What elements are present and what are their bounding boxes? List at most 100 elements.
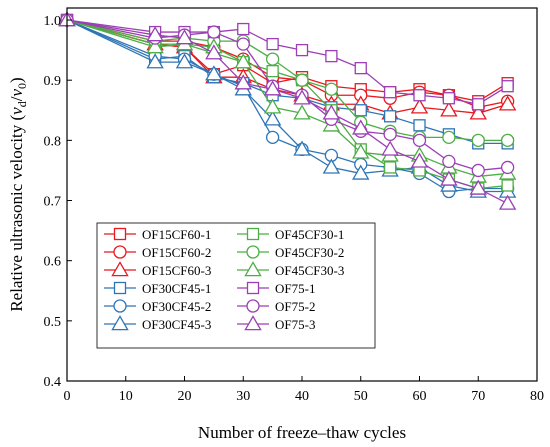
data-point-circle	[236, 37, 250, 51]
data-point-triangle	[244, 261, 262, 277]
y-tick-label: 0.9	[44, 74, 62, 89]
legend-entry: OF45CF30-1	[237, 227, 344, 242]
legend-label: OF75-1	[275, 281, 315, 296]
data-point-square	[383, 86, 397, 99]
data-point-triangle	[263, 110, 282, 126]
series-OF75-1	[60, 13, 514, 111]
data-point-square	[354, 62, 367, 75]
data-point-square	[501, 179, 514, 192]
data-point-circle	[442, 154, 456, 169]
data-point-triangle	[111, 315, 129, 331]
legend-entry: OF15CF60-3	[104, 261, 211, 278]
legend-entry: OF30CF45-3	[104, 315, 211, 332]
legend-label: OF45CF30-3	[275, 263, 344, 278]
y-axis-title-part: v	[7, 89, 26, 97]
legend-label: OF30CF45-1	[142, 281, 211, 296]
x-tick-label: 30	[236, 389, 250, 404]
data-point-square	[295, 43, 309, 57]
legend-entry: OF45CF30-3	[237, 261, 344, 278]
legend-label: OF30CF45-2	[142, 299, 211, 314]
legend-label: OF75-2	[275, 299, 315, 314]
legend-entry: OF45CF30-2	[237, 245, 344, 260]
y-tick-label: 0.4	[44, 375, 62, 390]
series-layer	[58, 11, 517, 210]
data-point-circle	[471, 163, 485, 178]
data-point-triangle	[146, 38, 164, 54]
data-point-square	[501, 80, 514, 93]
x-tick-label: 40	[295, 389, 309, 404]
legend-box	[96, 222, 376, 349]
data-point-circle	[265, 130, 280, 144]
legend-label: OF45CF30-1	[275, 227, 344, 242]
data-point-triangle	[498, 95, 517, 111]
legend-label: OF15CF60-1	[142, 227, 211, 242]
data-point-square	[246, 227, 260, 241]
data-point-triangle	[352, 143, 370, 159]
data-point-circle	[442, 130, 456, 144]
data-point-triangle	[293, 89, 311, 105]
data-point-circle	[207, 25, 221, 39]
data-point-triangle	[352, 119, 370, 135]
series-line	[66, 19, 508, 193]
legend: OF15CF60-1 OF15CF60-2 OF15CF60-3 OF30CF45-1…	[96, 222, 376, 349]
data-point-triangle	[322, 158, 341, 174]
data-point-triangle	[146, 53, 164, 69]
data-point-square	[113, 227, 127, 241]
data-point-circle	[412, 133, 427, 148]
data-point-triangle	[498, 194, 517, 210]
data-point-square	[266, 37, 279, 51]
data-point-circle	[265, 52, 280, 66]
data-point-square	[237, 22, 250, 36]
x-tick-label: 10	[119, 389, 133, 404]
x-tick-label: 60	[413, 389, 427, 404]
legend-label: OF15CF60-2	[142, 245, 211, 260]
series-line	[66, 19, 508, 178]
data-point-square	[472, 98, 485, 111]
data-point-triangle	[263, 80, 282, 96]
legend-entry: OF75-2	[237, 299, 315, 314]
y-tick-label: 0.8	[44, 134, 62, 149]
y-axis-title-part: 0	[15, 83, 29, 89]
series-line	[66, 19, 508, 193]
y-axis-title: Relative ultrasonic velocity (vd/v0)	[7, 77, 29, 311]
data-point-triangle	[146, 26, 164, 42]
y-axis-title-part: v	[7, 107, 26, 115]
data-point-triangle	[234, 53, 252, 69]
y-tick-label: 0.7	[44, 195, 62, 210]
data-point-circle	[295, 73, 309, 87]
series-line	[66, 19, 508, 102]
legend-entry: OF75-3	[237, 315, 315, 332]
data-point-circle	[500, 133, 515, 148]
data-point-triangle	[440, 101, 458, 117]
legend-label: OF75-3	[275, 317, 315, 332]
legend-entry: OF15CF60-2	[104, 245, 211, 260]
x-tick-label: 50	[354, 389, 368, 404]
data-point-triangle	[205, 44, 223, 60]
x-tick-label: 20	[178, 389, 192, 404]
data-point-circle	[383, 127, 397, 141]
data-point-triangle	[381, 140, 399, 156]
data-point-circle	[246, 245, 260, 259]
data-point-triangle	[322, 104, 341, 120]
data-point-square	[383, 110, 397, 123]
data-point-triangle	[293, 104, 311, 120]
data-point-triangle	[352, 164, 370, 180]
data-point-triangle	[410, 98, 429, 114]
y-tick-label: 0.6	[44, 255, 62, 270]
legend-entry: OF15CF60-1	[104, 227, 211, 242]
legend-entry: OF75-1	[237, 281, 315, 296]
data-point-circle	[471, 133, 485, 148]
data-point-square	[325, 49, 338, 63]
legend-label: OF30CF45-3	[142, 317, 211, 332]
data-point-triangle	[205, 65, 223, 81]
data-point-triangle	[175, 53, 194, 69]
legend-entry: OF30CF45-1	[104, 281, 211, 296]
data-point-square	[266, 65, 279, 78]
data-point-triangle	[263, 98, 282, 114]
y-axis-title-part: /	[7, 96, 26, 101]
x-tick-label: 80	[530, 389, 544, 404]
legend-label: OF45CF30-2	[275, 245, 344, 260]
data-point-square	[246, 281, 260, 295]
data-point-square	[113, 281, 127, 295]
